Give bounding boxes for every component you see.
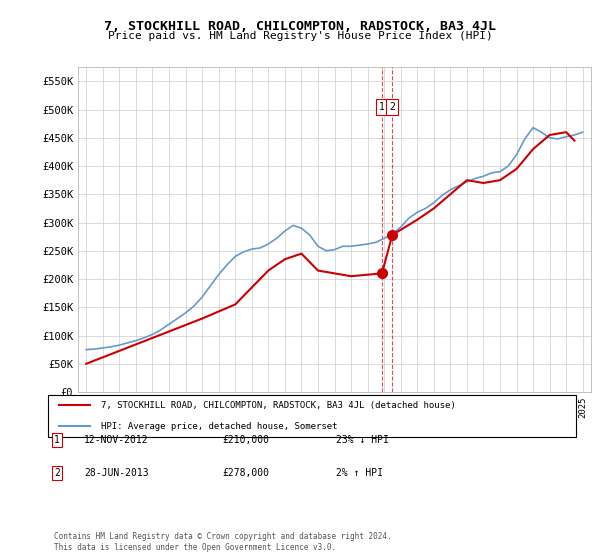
Text: 2: 2 (54, 468, 60, 478)
Text: 23% ↓ HPI: 23% ↓ HPI (336, 435, 389, 445)
Text: 28-JUN-2013: 28-JUN-2013 (84, 468, 149, 478)
Text: HPI: Average price, detached house, Somerset: HPI: Average price, detached house, Some… (101, 422, 337, 431)
Text: £210,000: £210,000 (222, 435, 269, 445)
Text: 2: 2 (389, 102, 395, 112)
Text: 2% ↑ HPI: 2% ↑ HPI (336, 468, 383, 478)
Text: 1: 1 (54, 435, 60, 445)
Text: Contains HM Land Registry data © Crown copyright and database right 2024.
This d: Contains HM Land Registry data © Crown c… (54, 532, 392, 552)
Text: 1: 1 (379, 102, 385, 112)
Text: 7, STOCKHILL ROAD, CHILCOMPTON, RADSTOCK, BA3 4JL (detached house): 7, STOCKHILL ROAD, CHILCOMPTON, RADSTOCK… (101, 401, 455, 410)
Text: Price paid vs. HM Land Registry's House Price Index (HPI): Price paid vs. HM Land Registry's House … (107, 31, 493, 41)
FancyBboxPatch shape (48, 395, 576, 437)
Text: £278,000: £278,000 (222, 468, 269, 478)
Text: 7, STOCKHILL ROAD, CHILCOMPTON, RADSTOCK, BA3 4JL: 7, STOCKHILL ROAD, CHILCOMPTON, RADSTOCK… (104, 20, 496, 32)
Text: 12-NOV-2012: 12-NOV-2012 (84, 435, 149, 445)
